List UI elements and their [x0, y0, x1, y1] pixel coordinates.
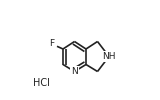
Text: N: N — [71, 67, 78, 76]
Text: NH: NH — [102, 52, 116, 61]
Text: F: F — [49, 39, 54, 48]
Text: HCl: HCl — [33, 78, 50, 88]
